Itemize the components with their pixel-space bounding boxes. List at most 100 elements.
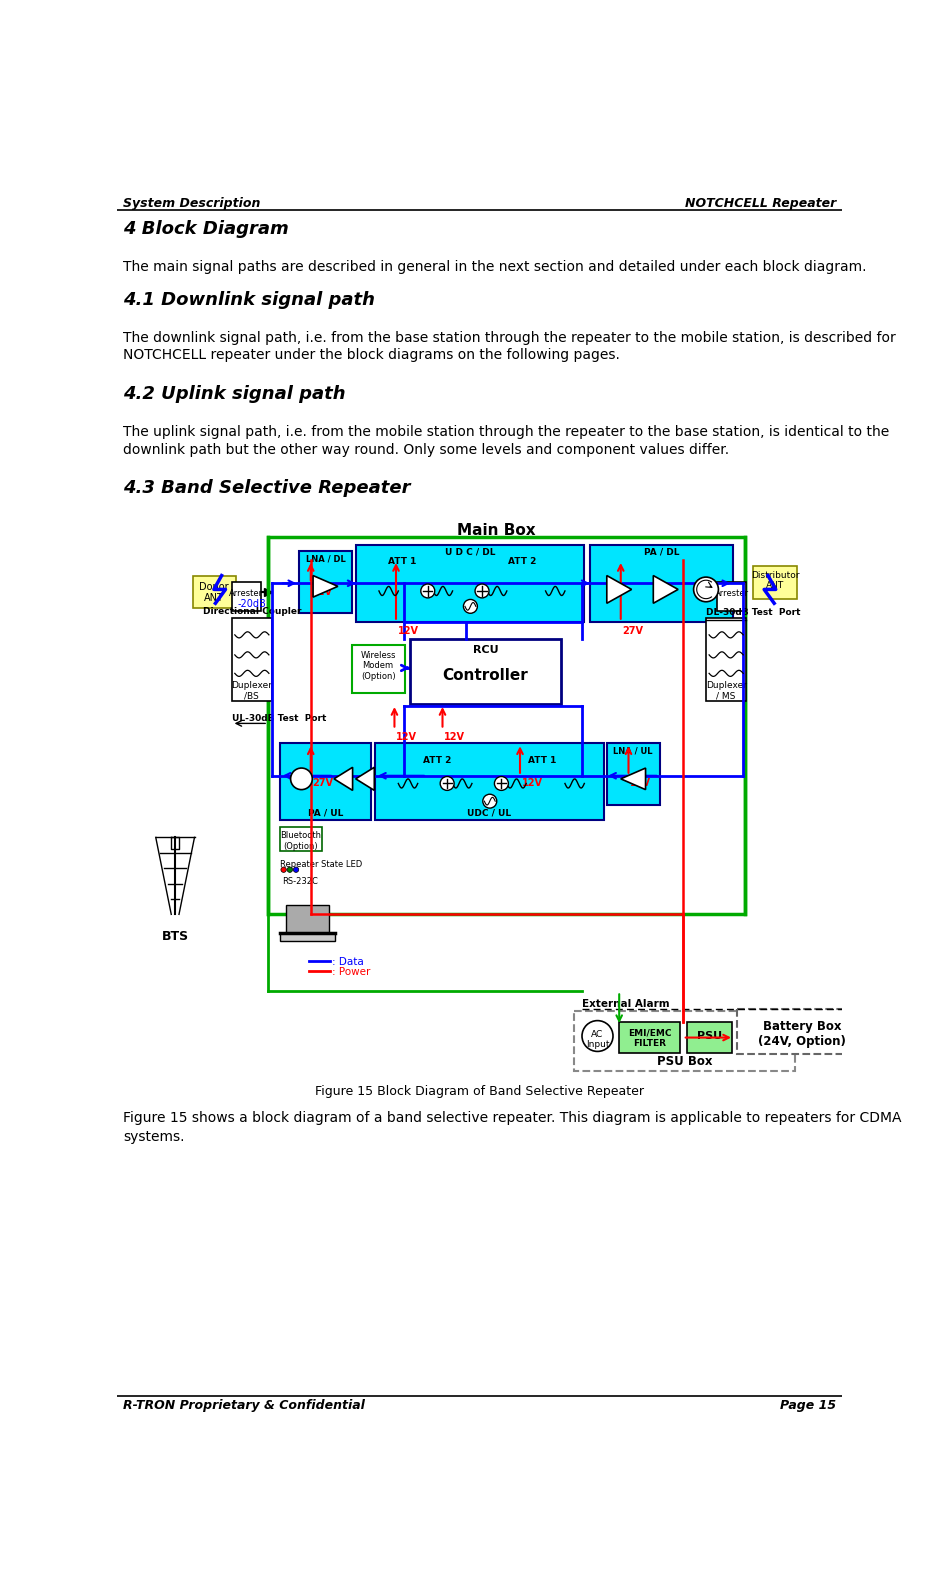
- Circle shape: [483, 794, 497, 808]
- Text: systems.: systems.: [124, 1131, 184, 1143]
- Text: Repeater State LED: Repeater State LED: [280, 861, 362, 870]
- Bar: [737, 1008, 867, 1054]
- Circle shape: [582, 1021, 613, 1051]
- Text: Donor
ANT: Donor ANT: [199, 581, 228, 603]
- Bar: [607, 743, 660, 805]
- Bar: [286, 905, 329, 932]
- Text: 4.1 Downlink signal path: 4.1 Downlink signal path: [124, 291, 375, 308]
- Text: UDC / UL: UDC / UL: [467, 808, 511, 818]
- Text: PSU: PSU: [697, 1031, 723, 1042]
- Circle shape: [293, 867, 299, 872]
- Bar: [753, 567, 797, 599]
- Bar: [280, 932, 335, 940]
- Text: 27V: 27V: [313, 778, 333, 788]
- Circle shape: [421, 584, 434, 599]
- Text: Duplexer
/ MS: Duplexer / MS: [706, 681, 747, 700]
- Text: The uplink signal path, i.e. from the mobile station through the repeater to the: The uplink signal path, i.e. from the mo…: [124, 426, 889, 440]
- Bar: [375, 743, 604, 821]
- Text: 12V: 12V: [630, 778, 651, 788]
- Text: ATT 1: ATT 1: [388, 557, 417, 565]
- Bar: [352, 645, 404, 692]
- Polygon shape: [607, 575, 632, 603]
- Text: PA / UL: PA / UL: [308, 808, 344, 818]
- Text: PA / DL: PA / DL: [644, 548, 680, 557]
- Text: The main signal paths are described in general in the next section and detailed : The main signal paths are described in g…: [124, 260, 867, 273]
- Polygon shape: [653, 575, 678, 603]
- Text: AC
Input: AC Input: [586, 1031, 609, 1050]
- Text: System Description: System Description: [124, 197, 260, 210]
- Text: U D C / DL: U D C / DL: [445, 548, 495, 557]
- Text: BTS: BTS: [162, 929, 189, 943]
- Text: -20dB: -20dB: [238, 599, 266, 608]
- Bar: [590, 545, 733, 622]
- Text: Figure 15 Block Diagram of Band Selective Repeater: Figure 15 Block Diagram of Band Selectiv…: [315, 1085, 644, 1099]
- Text: EMI/EMC
FILTER: EMI/EMC FILTER: [628, 1029, 671, 1048]
- Text: Controller: Controller: [443, 669, 529, 683]
- Text: External Alarm: External Alarm: [582, 999, 669, 1008]
- Bar: [280, 827, 322, 851]
- Text: : Power: : Power: [332, 967, 371, 977]
- Text: Page 15: Page 15: [780, 1399, 836, 1412]
- Text: Duplexer
/BS: Duplexer /BS: [231, 681, 272, 700]
- Text: Arrester: Arrester: [229, 589, 264, 599]
- Text: Arrester: Arrester: [714, 589, 749, 599]
- Text: 12V: 12V: [444, 732, 465, 742]
- Text: Battery Box
(24V, Option): Battery Box (24V, Option): [758, 1019, 846, 1048]
- Text: Wireless
Modem
(Option): Wireless Modem (Option): [360, 651, 396, 681]
- Bar: [232, 581, 261, 611]
- Bar: [280, 743, 372, 821]
- Bar: [706, 618, 746, 700]
- Text: ATT 1: ATT 1: [528, 756, 556, 765]
- Circle shape: [694, 576, 719, 602]
- Bar: [410, 638, 561, 703]
- Text: R-TRON Proprietary & Confidential: R-TRON Proprietary & Confidential: [124, 1399, 365, 1412]
- Text: 4.3 Band Selective Repeater: 4.3 Band Selective Repeater: [124, 480, 411, 497]
- Bar: [268, 537, 745, 915]
- Circle shape: [463, 599, 477, 613]
- Bar: [687, 1023, 732, 1053]
- Text: Bluetooth
(Option): Bluetooth (Option): [280, 831, 321, 851]
- Text: Directional Coupler: Directional Coupler: [202, 607, 301, 616]
- Text: RCU: RCU: [473, 645, 498, 654]
- Text: LNA / DL: LNA / DL: [305, 554, 345, 564]
- Circle shape: [440, 777, 454, 791]
- Polygon shape: [334, 767, 353, 791]
- Text: UL-30dB Test  Port: UL-30dB Test Port: [232, 715, 326, 723]
- Circle shape: [494, 777, 508, 791]
- Text: ATT 2: ATT 2: [423, 756, 451, 765]
- Circle shape: [290, 769, 313, 789]
- Text: 4 Block Diagram: 4 Block Diagram: [124, 219, 289, 238]
- Text: RS-232C: RS-232C: [282, 878, 318, 886]
- Bar: [575, 1010, 795, 1070]
- Text: downlink path but the other way round. Only some levels and component values dif: downlink path but the other way round. O…: [124, 443, 729, 457]
- Circle shape: [287, 867, 293, 872]
- Text: The downlink signal path, i.e. from the base station through the repeater to the: The downlink signal path, i.e. from the …: [124, 330, 896, 345]
- Text: 12V: 12V: [313, 588, 333, 597]
- Bar: [232, 618, 272, 700]
- Text: NOTCHCELL repeater under the block diagrams on the following pages.: NOTCHCELL repeater under the block diagr…: [124, 348, 620, 362]
- Text: NOTCHCELL Repeater: NOTCHCELL Repeater: [685, 197, 836, 210]
- Text: PSU Box: PSU Box: [657, 1054, 712, 1067]
- Circle shape: [281, 867, 286, 872]
- Text: DL-30dB Test  Port: DL-30dB Test Port: [706, 608, 800, 616]
- Text: 12V: 12V: [398, 626, 418, 635]
- Text: ATT 2: ATT 2: [508, 557, 536, 565]
- Bar: [356, 545, 584, 622]
- Polygon shape: [313, 575, 338, 597]
- Text: 27V: 27V: [622, 626, 643, 635]
- Bar: [300, 551, 352, 613]
- Polygon shape: [621, 769, 646, 789]
- Text: 12V: 12V: [521, 778, 543, 788]
- Bar: [193, 575, 236, 608]
- Text: 4.2 Uplink signal path: 4.2 Uplink signal path: [124, 384, 345, 403]
- Bar: [620, 1023, 680, 1053]
- Text: : Data: : Data: [332, 956, 364, 967]
- Text: Main Box: Main Box: [458, 522, 536, 538]
- Circle shape: [475, 584, 489, 599]
- Text: LNA / UL: LNA / UL: [613, 746, 653, 756]
- Bar: [717, 581, 746, 611]
- Text: Figure 15 shows a block diagram of a band selective repeater. This diagram is ap: Figure 15 shows a block diagram of a ban…: [124, 1110, 901, 1124]
- Polygon shape: [356, 767, 374, 791]
- Text: Distributor
ANT: Distributor ANT: [751, 572, 799, 591]
- Text: 12V: 12V: [396, 732, 417, 742]
